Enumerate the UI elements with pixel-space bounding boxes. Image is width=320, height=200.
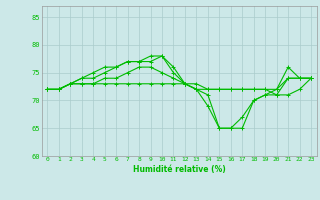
X-axis label: Humidité relative (%): Humidité relative (%) — [133, 165, 226, 174]
